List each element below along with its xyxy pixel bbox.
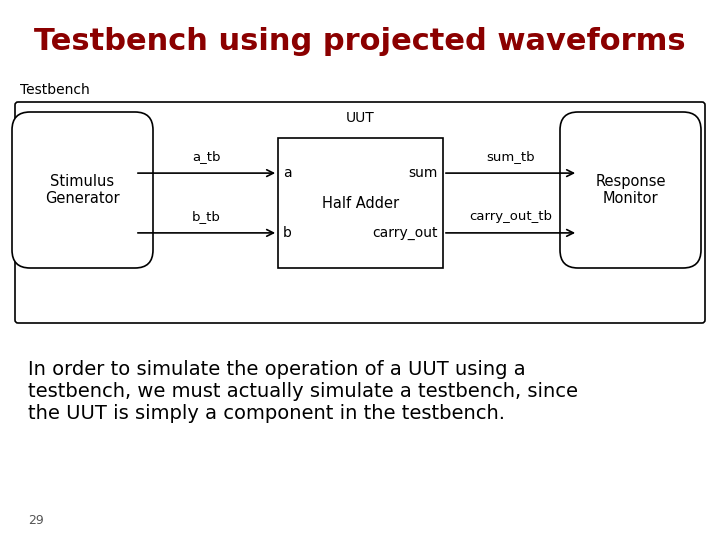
FancyBboxPatch shape: [12, 112, 153, 268]
Text: Testbench using projected waveforms: Testbench using projected waveforms: [34, 28, 686, 57]
Text: Half Adder: Half Adder: [322, 195, 399, 211]
Text: b_tb: b_tb: [192, 210, 221, 223]
Text: Response
Monitor: Response Monitor: [595, 174, 666, 206]
Text: sum: sum: [409, 166, 438, 180]
FancyBboxPatch shape: [15, 102, 705, 323]
Text: UUT: UUT: [346, 111, 375, 125]
Text: In order to simulate the operation of a UUT using a: In order to simulate the operation of a …: [28, 360, 526, 379]
Text: sum_tb: sum_tb: [486, 150, 535, 163]
Text: 29: 29: [28, 514, 44, 526]
Text: Testbench: Testbench: [20, 83, 90, 97]
Bar: [278, 138, 443, 268]
Text: carry_out: carry_out: [372, 226, 438, 240]
Text: a: a: [283, 166, 292, 180]
Text: a_tb: a_tb: [192, 150, 221, 163]
Text: b: b: [283, 226, 292, 240]
Text: testbench, we must actually simulate a testbench, since: testbench, we must actually simulate a t…: [28, 382, 578, 401]
Text: carry_out_tb: carry_out_tb: [469, 210, 552, 223]
Text: Stimulus
Generator: Stimulus Generator: [45, 174, 120, 206]
FancyBboxPatch shape: [560, 112, 701, 268]
Text: the UUT is simply a component in the testbench.: the UUT is simply a component in the tes…: [28, 404, 505, 423]
